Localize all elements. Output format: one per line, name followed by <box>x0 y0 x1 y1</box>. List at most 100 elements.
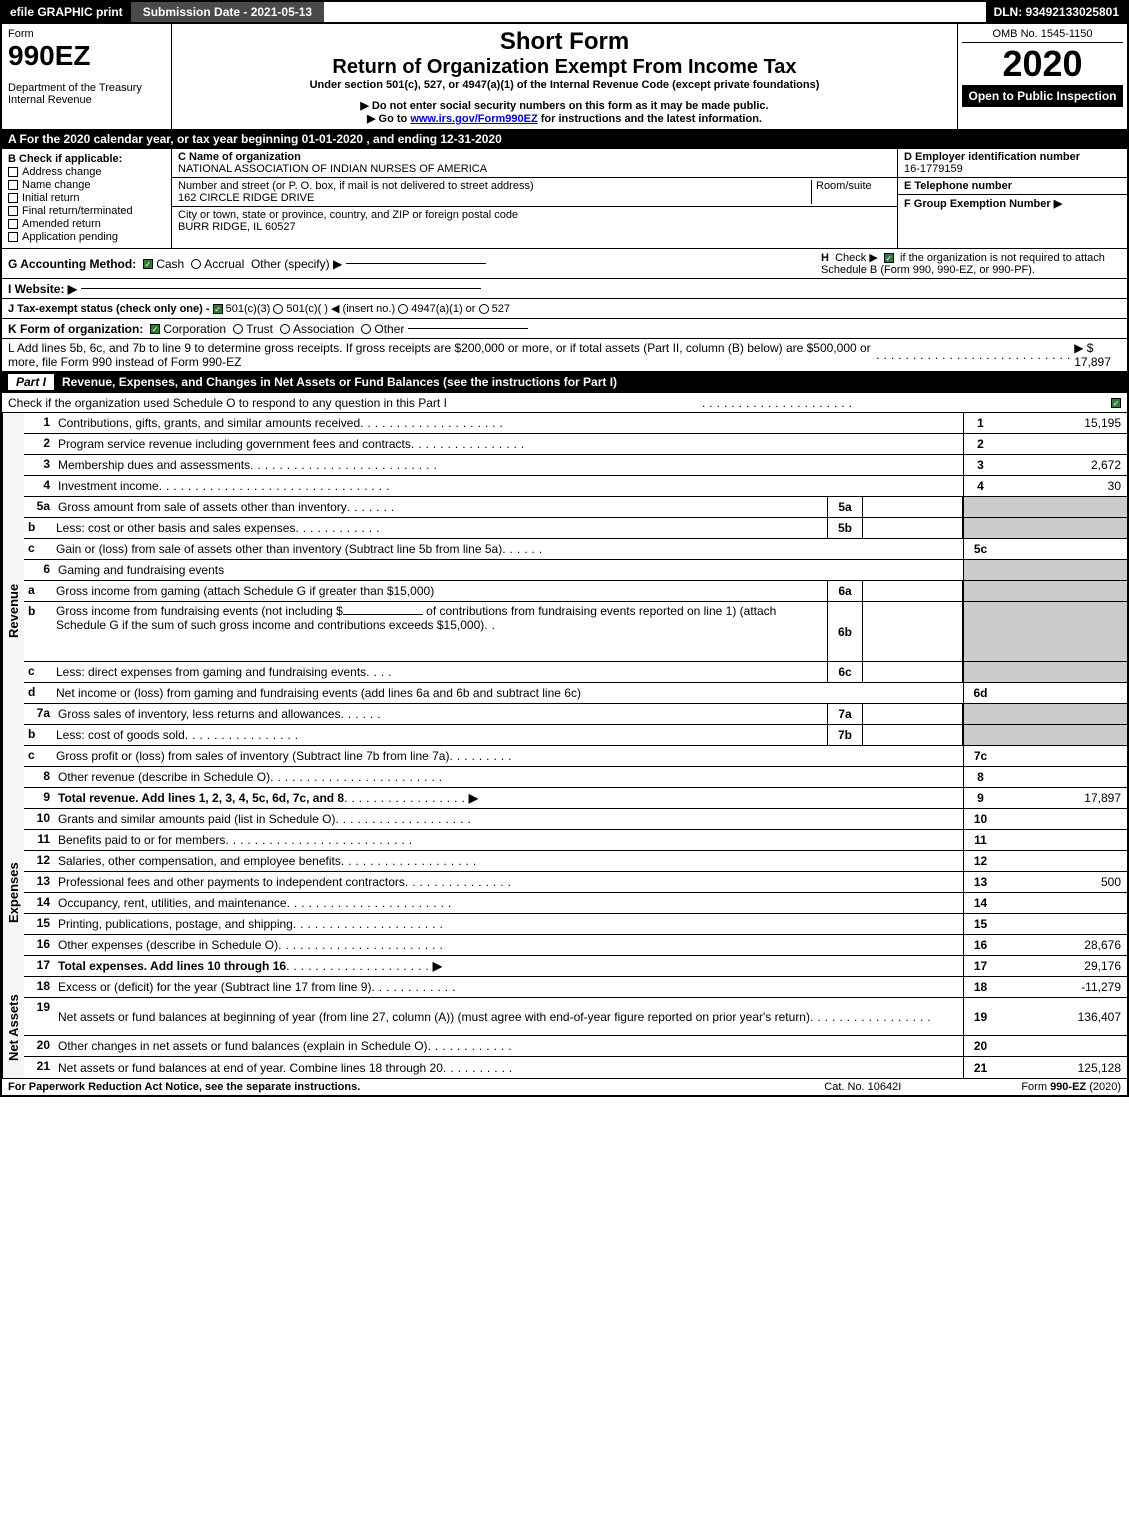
row15-desc: Printing, publications, postage, and shi… <box>58 917 293 931</box>
city-value: BURR RIDGE, IL 60527 <box>178 221 891 233</box>
j-527: 527 <box>492 303 510 315</box>
checkbox-corp[interactable] <box>150 324 160 334</box>
i-label: I Website: ▶ <box>8 282 77 296</box>
row18-val: -11,279 <box>997 977 1127 997</box>
l-amount: ▶ $ 17,897 <box>1074 341 1121 369</box>
num-6d: 6d <box>963 683 997 703</box>
row20-desc: Other changes in net assets or fund bala… <box>58 1039 428 1053</box>
k-other: Other <box>374 322 404 336</box>
checkbox-amended[interactable] <box>8 219 18 229</box>
j-501c: 501(c)( ) ◀ (insert no.) <box>286 302 395 315</box>
radio-assoc[interactable] <box>280 324 290 334</box>
footer-suf: (2020) <box>1086 1081 1121 1093</box>
row7a-desc: Gross sales of inventory, less returns a… <box>58 707 341 721</box>
dots: ..................... <box>702 396 856 410</box>
f-label: F Group Exemption Number ▶ <box>904 197 1121 210</box>
num-8: 8 <box>963 767 997 787</box>
room-label: Room/suite <box>811 180 891 204</box>
num-7c: 7c <box>963 746 997 766</box>
row6-desc: Gaming and fundraising events <box>58 563 224 577</box>
row1-val: 15,195 <box>997 413 1127 433</box>
part1-check-text: Check if the organization used Schedule … <box>8 396 447 410</box>
radio-trust[interactable] <box>233 324 243 334</box>
row21-val: 125,128 <box>997 1057 1127 1078</box>
accrual-label: Accrual <box>204 257 244 271</box>
other-specify-input[interactable] <box>346 263 486 264</box>
checkbox-cash[interactable] <box>143 259 153 269</box>
radio-501c[interactable] <box>273 304 283 314</box>
under-section: Under section 501(c), 527, or 4947(a)(1)… <box>176 79 953 91</box>
go-to-link[interactable]: www.irs.gov/Form990EZ <box>410 113 537 125</box>
open-to-public: Open to Public Inspection <box>962 85 1123 107</box>
org-name: NATIONAL ASSOCIATION OF INDIAN NURSES OF… <box>178 163 891 175</box>
k-corp: Corporation <box>163 322 226 336</box>
form-number: 990EZ <box>8 40 165 72</box>
net-assets-section: Net Assets 18Excess or (deficit) for the… <box>0 977 1129 1079</box>
row16-desc: Other expenses (describe in Schedule O) <box>58 938 278 952</box>
form-header: Form 990EZ Department of the Treasury In… <box>0 24 1129 130</box>
form-label: Form <box>8 28 165 40</box>
num-13: 13 <box>963 872 997 892</box>
row11-desc: Benefits paid to or for members <box>58 833 225 847</box>
ein-value: 16-1779159 <box>904 163 1121 175</box>
radio-4947[interactable] <box>398 304 408 314</box>
checkbox-final[interactable] <box>8 206 18 216</box>
section-c: C Name of organization NATIONAL ASSOCIAT… <box>172 149 897 248</box>
mid-7a: 7a <box>827 704 863 724</box>
checkbox-501c3[interactable] <box>213 304 223 314</box>
checkbox-address[interactable] <box>8 167 18 177</box>
row6d-desc: Net income or (loss) from gaming and fun… <box>56 686 581 700</box>
num-15: 15 <box>963 914 997 934</box>
check-label: Application pending <box>22 231 118 243</box>
check-label: Address change <box>22 166 102 178</box>
num-16: 16 <box>963 935 997 955</box>
line-k: K Form of organization: Corporation Trus… <box>0 319 1129 339</box>
line-h: H Check ▶ if the organization is not req… <box>821 251 1121 276</box>
num-21: 21 <box>963 1057 997 1078</box>
k-other-input[interactable] <box>408 328 528 329</box>
radio-527[interactable] <box>479 304 489 314</box>
row6c-desc: Less: direct expenses from gaming and fu… <box>56 665 366 679</box>
row6b-pre: Gross income from fundraising events (no… <box>56 604 343 618</box>
row17-desc: Total expenses. Add lines 10 through 16 <box>58 959 286 973</box>
footer-left: For Paperwork Reduction Act Notice, see … <box>8 1081 824 1093</box>
row21-desc: Net assets or fund balances at end of ye… <box>58 1061 443 1075</box>
footer-right: Form 990-EZ (2020) <box>1021 1081 1121 1093</box>
row5b-desc: Less: cost or other basis and sales expe… <box>56 521 295 535</box>
mid-5b: 5b <box>827 518 863 538</box>
num-19: 19 <box>963 998 997 1035</box>
street-value: 162 CIRCLE RIDGE DRIVE <box>178 192 811 204</box>
cash-label: Cash <box>156 257 184 271</box>
radio-other[interactable] <box>361 324 371 334</box>
radio-accrual[interactable] <box>191 259 201 269</box>
dept-label: Department of the Treasury <box>8 82 165 94</box>
expenses-side-label: Expenses <box>2 809 24 977</box>
checkbox-name[interactable] <box>8 180 18 190</box>
num-10: 10 <box>963 809 997 829</box>
checkbox-schedule-o[interactable] <box>1111 398 1121 408</box>
row7b-desc: Less: cost of goods sold <box>56 728 185 742</box>
go-to-suffix: for instructions and the latest informat… <box>538 113 762 125</box>
row4-desc: Investment income <box>58 479 159 493</box>
num-20: 20 <box>963 1036 997 1056</box>
row9-desc: Total revenue. Add lines 1, 2, 3, 4, 5c,… <box>58 791 344 805</box>
section-b-title: B Check if applicable: <box>8 153 165 165</box>
k-trust: Trust <box>246 322 273 336</box>
short-form-title: Short Form <box>176 28 953 56</box>
row2-val <box>997 434 1127 454</box>
mid-6a: 6a <box>827 581 863 601</box>
num-9: 9 <box>963 788 997 808</box>
revenue-section: Revenue 1Contributions, gifts, grants, a… <box>0 413 1129 809</box>
d-label: D Employer identification number <box>904 151 1121 163</box>
checkbox-h[interactable] <box>884 253 894 263</box>
checkbox-initial[interactable] <box>8 193 18 203</box>
mid-5a: 5a <box>827 497 863 517</box>
mid-6c: 6c <box>827 662 863 682</box>
g-label: G Accounting Method: <box>8 257 136 271</box>
num-5c: 5c <box>963 539 997 559</box>
row5a-desc: Gross amount from sale of assets other t… <box>58 500 347 514</box>
j-4947: 4947(a)(1) or <box>411 303 475 315</box>
j-label: J Tax-exempt status (check only one) - <box>8 303 210 315</box>
checkbox-pending[interactable] <box>8 232 18 242</box>
website-input[interactable] <box>81 288 481 289</box>
